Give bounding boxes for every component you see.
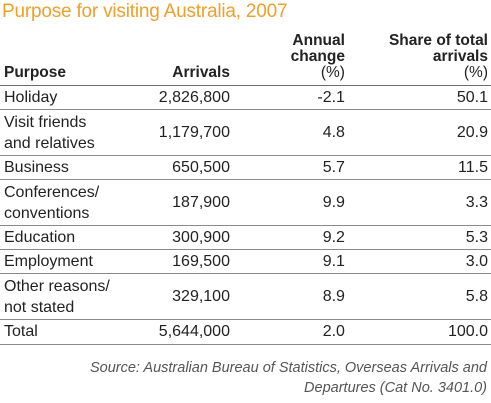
cell-share: 5.3 xyxy=(465,228,488,246)
source-note-line1: Source: Australian Bureau of Statistics,… xyxy=(89,360,487,376)
cell-arrivals: 650,500 xyxy=(172,158,230,176)
cell-share: 100.0 xyxy=(447,323,488,340)
source-note-line2: Departures (Cat No. 3401.0) xyxy=(304,380,487,396)
table-row-total: Total 5,644,000 2.0 100.0 xyxy=(0,320,491,345)
cell-purpose-line2: conventions xyxy=(4,204,90,222)
column-header-purpose-label: Purpose xyxy=(4,64,67,81)
cell-purpose-line1: Other reasons/ xyxy=(4,277,110,295)
cell-arrivals: 1,179,700 xyxy=(158,124,230,141)
share-header-line1: Share of total xyxy=(388,32,488,49)
share-header-unit: (%) xyxy=(463,64,488,81)
cell-arrivals: 329,100 xyxy=(172,288,230,305)
cell-arrivals: 169,500 xyxy=(172,252,230,270)
source-note: Source: Australian Bureau of Statistics,… xyxy=(47,358,487,398)
column-header-arrivals: Arrivals xyxy=(143,33,230,86)
table-row-visit-friends: Visit friends and relatives 1,179,700 4.… xyxy=(0,110,491,156)
cell-purpose: Employment xyxy=(0,250,143,274)
table-title: Purpose for visiting Australia, 2007 xyxy=(2,1,288,22)
share-header-line2: arrivals xyxy=(432,48,488,65)
table-row-conferences: Conferences/ conventions 187,900 9.9 3.3 xyxy=(0,180,491,226)
cell-purpose-line2: not stated xyxy=(4,298,75,316)
cell-share: 3.0 xyxy=(465,252,488,270)
annual-change-header-line1: Annual xyxy=(292,32,345,49)
cell-share: 3.3 xyxy=(465,194,488,211)
cell-purpose-text: Education xyxy=(4,228,76,246)
cell-purpose-text: Business xyxy=(4,158,69,176)
purpose-table: Purpose Arrivals Annual change (%) Share… xyxy=(0,33,491,345)
cell-purpose: Total xyxy=(0,320,143,345)
cell-purpose: Business xyxy=(0,156,143,180)
annual-change-header-line2: change xyxy=(290,48,345,65)
column-header-arrivals-label: Arrivals xyxy=(172,64,230,81)
cell-purpose: Holiday xyxy=(0,86,143,110)
cell-purpose: Conferences/ conventions xyxy=(0,180,143,226)
table-row-holiday: Holiday 2,826,800 -2.1 50.1 xyxy=(0,86,491,110)
table-row-other-reasons: Other reasons/ not stated 329,100 8.9 5.… xyxy=(0,274,491,320)
cell-change: 8.9 xyxy=(322,288,345,305)
column-header-purpose: Purpose xyxy=(0,33,143,86)
cell-purpose-line1: Conferences/ xyxy=(4,183,100,201)
cell-purpose-line2: and relatives xyxy=(4,134,95,152)
cell-arrivals: 300,900 xyxy=(172,228,230,246)
cell-purpose: Other reasons/ not stated xyxy=(0,274,143,320)
cell-change: 9.9 xyxy=(322,194,345,211)
cell-share: 11.5 xyxy=(458,158,488,176)
cell-share: 50.1 xyxy=(456,88,488,106)
cell-change: 9.1 xyxy=(322,252,345,270)
annual-change-header-unit: (%) xyxy=(320,64,345,81)
cell-change: 2.0 xyxy=(322,323,345,340)
table-header-row: Purpose Arrivals Annual change (%) Share… xyxy=(0,33,491,86)
table-row-employment: Employment 169,500 9.1 3.0 xyxy=(0,250,491,274)
cell-arrivals: 187,900 xyxy=(172,194,230,211)
column-header-annual-change: Annual change (%) xyxy=(230,33,345,86)
cell-arrivals: 2,826,800 xyxy=(158,88,230,106)
cell-purpose-line1: Visit friends xyxy=(4,113,87,131)
column-header-share: Share of total arrivals (%) xyxy=(345,33,491,86)
cell-purpose: Visit friends and relatives xyxy=(0,110,143,156)
cell-change: 9.2 xyxy=(322,228,345,246)
cell-arrivals: 5,644,000 xyxy=(158,323,230,340)
cell-purpose: Education xyxy=(0,226,143,250)
cell-purpose-text: Holiday xyxy=(4,88,58,106)
cell-purpose-text: Total xyxy=(4,323,38,340)
table-row-education: Education 300,900 9.2 5.3 xyxy=(0,226,491,250)
cell-change: 5.7 xyxy=(322,158,345,176)
table-row-business: Business 650,500 5.7 11.5 xyxy=(0,156,491,180)
cell-purpose-text: Employment xyxy=(4,252,93,270)
cell-change: -2.1 xyxy=(317,88,345,106)
cell-change: 4.8 xyxy=(322,124,345,141)
cell-share: 5.8 xyxy=(465,288,488,305)
cell-share: 20.9 xyxy=(456,124,488,141)
